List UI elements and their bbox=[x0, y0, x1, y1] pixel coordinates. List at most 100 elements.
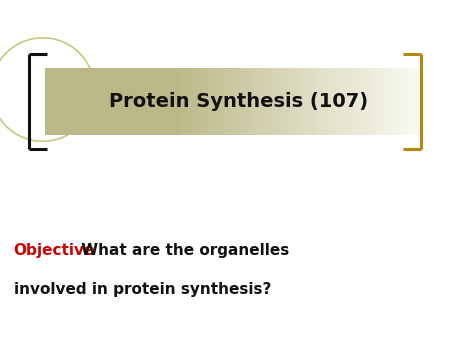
Bar bbox=[141, 68, 143, 135]
Bar bbox=[148, 68, 150, 135]
Bar bbox=[309, 68, 310, 135]
Bar bbox=[204, 68, 206, 135]
Bar bbox=[299, 68, 301, 135]
Bar bbox=[313, 68, 315, 135]
Bar bbox=[144, 68, 145, 135]
Bar bbox=[340, 68, 342, 135]
Bar bbox=[107, 68, 109, 135]
Bar bbox=[280, 68, 282, 135]
Bar bbox=[256, 68, 257, 135]
Bar bbox=[149, 68, 151, 135]
Bar bbox=[303, 68, 304, 135]
Bar bbox=[251, 68, 252, 135]
Bar bbox=[191, 68, 192, 135]
Bar bbox=[58, 68, 59, 135]
Bar bbox=[224, 68, 226, 135]
Bar bbox=[208, 68, 210, 135]
Bar bbox=[342, 68, 344, 135]
Bar bbox=[146, 68, 148, 135]
Bar bbox=[240, 68, 242, 135]
Bar bbox=[292, 68, 293, 135]
Bar bbox=[415, 68, 416, 135]
Bar bbox=[69, 68, 70, 135]
Bar bbox=[357, 68, 359, 135]
Bar bbox=[334, 68, 336, 135]
Bar bbox=[326, 68, 328, 135]
Bar bbox=[91, 68, 93, 135]
Bar bbox=[316, 68, 318, 135]
Bar bbox=[151, 68, 153, 135]
Bar bbox=[66, 68, 68, 135]
Bar bbox=[232, 68, 234, 135]
Bar bbox=[180, 68, 181, 135]
Bar bbox=[65, 68, 67, 135]
Bar bbox=[345, 68, 347, 135]
Bar bbox=[198, 68, 200, 135]
Bar bbox=[414, 68, 415, 135]
Bar bbox=[160, 68, 161, 135]
Bar bbox=[123, 68, 125, 135]
Bar bbox=[223, 68, 225, 135]
Bar bbox=[230, 68, 232, 135]
Bar bbox=[115, 68, 117, 135]
Bar bbox=[111, 68, 112, 135]
Bar bbox=[338, 68, 339, 135]
Bar bbox=[290, 68, 292, 135]
Bar bbox=[154, 68, 156, 135]
Bar bbox=[89, 68, 90, 135]
Bar bbox=[318, 68, 320, 135]
Bar bbox=[386, 68, 388, 135]
Bar bbox=[86, 68, 88, 135]
Bar bbox=[216, 68, 217, 135]
Bar bbox=[302, 68, 303, 135]
Bar bbox=[122, 68, 124, 135]
Bar bbox=[106, 68, 108, 135]
Bar bbox=[131, 68, 133, 135]
Bar bbox=[175, 68, 176, 135]
Bar bbox=[407, 68, 409, 135]
Bar bbox=[321, 68, 323, 135]
Bar bbox=[64, 68, 65, 135]
Bar bbox=[243, 68, 245, 135]
Bar bbox=[355, 68, 357, 135]
Bar bbox=[53, 68, 54, 135]
Bar bbox=[77, 68, 79, 135]
Bar bbox=[331, 68, 333, 135]
Bar bbox=[207, 68, 208, 135]
Bar bbox=[252, 68, 253, 135]
Bar bbox=[165, 68, 166, 135]
Bar bbox=[310, 68, 312, 135]
Bar bbox=[373, 68, 374, 135]
Bar bbox=[401, 68, 403, 135]
Bar bbox=[49, 68, 50, 135]
Bar bbox=[79, 68, 80, 135]
Bar bbox=[176, 68, 177, 135]
Bar bbox=[118, 68, 120, 135]
Bar bbox=[412, 68, 414, 135]
Bar bbox=[385, 68, 387, 135]
Bar bbox=[75, 68, 76, 135]
Bar bbox=[247, 68, 248, 135]
Bar bbox=[87, 68, 89, 135]
Bar bbox=[95, 68, 96, 135]
Bar bbox=[261, 68, 263, 135]
Bar bbox=[346, 68, 348, 135]
Bar bbox=[380, 68, 382, 135]
Bar bbox=[314, 68, 315, 135]
Bar bbox=[99, 68, 100, 135]
Bar bbox=[217, 68, 219, 135]
Bar bbox=[376, 68, 378, 135]
Bar bbox=[144, 68, 146, 135]
Bar bbox=[196, 68, 198, 135]
Bar bbox=[239, 68, 241, 135]
Bar bbox=[56, 68, 58, 135]
Text: Objective: Objective bbox=[14, 243, 95, 258]
Bar bbox=[361, 68, 363, 135]
Bar bbox=[233, 68, 235, 135]
Bar bbox=[153, 68, 155, 135]
Bar bbox=[320, 68, 322, 135]
Bar bbox=[396, 68, 398, 135]
Bar bbox=[363, 68, 364, 135]
Bar bbox=[68, 68, 69, 135]
Bar bbox=[82, 68, 84, 135]
